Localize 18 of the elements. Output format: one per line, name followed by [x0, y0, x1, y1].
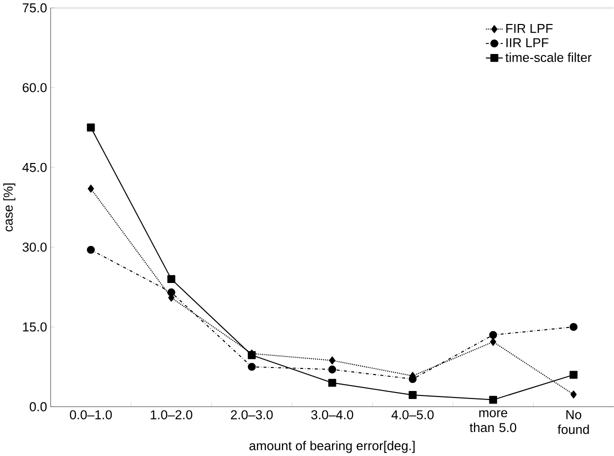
x-axis-title: amount of bearing error[deg.]: [249, 440, 415, 453]
legend-label: IIR LPF: [506, 38, 548, 48]
x-tick-label: 0.0–1.0: [70, 410, 112, 420]
y-tick-label: 30.0: [22, 242, 47, 252]
x-tick-label: 3.0–4.0: [311, 410, 354, 420]
y-tick-label: 45.0: [22, 162, 47, 172]
x-tick-label: more than 5.0: [470, 410, 516, 432]
x-tick-label: 4.0–5.0: [392, 410, 434, 420]
legend-label: FIR LPF: [506, 24, 553, 33]
y-tick-label: 15.0: [23, 322, 47, 332]
legend-label: time-scale filter: [505, 52, 592, 62]
x-tick-label: No found: [558, 410, 589, 434]
x-tick-label: 2.0–3.0: [230, 410, 273, 420]
y-tick-label: 60.0: [22, 83, 47, 92]
x-tick-label: 1.0–2.0: [150, 410, 192, 420]
y-tick-label: 0.0: [30, 402, 47, 412]
y-axis-title: case [%]: [3, 183, 16, 232]
y-tick-label: 75.0: [22, 3, 47, 12]
